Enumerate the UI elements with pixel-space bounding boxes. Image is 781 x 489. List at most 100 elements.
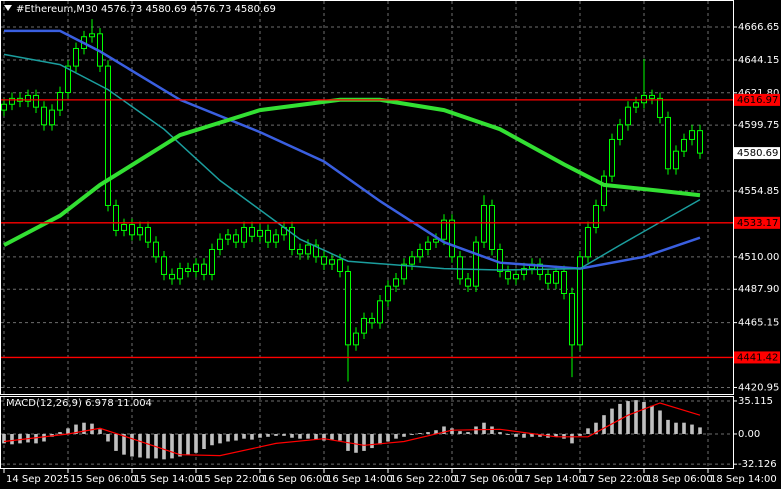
histogram-bar: [226, 433, 230, 442]
histogram-bar: [202, 433, 206, 450]
candle-body: [473, 241, 479, 287]
y-tick-label: 4554.85: [738, 186, 779, 197]
histogram-bar: [530, 433, 534, 437]
histogram-bar: [210, 433, 214, 446]
histogram-bar: [170, 433, 174, 459]
histogram-bar: [58, 432, 62, 434]
level-label-box: [734, 351, 780, 364]
histogram-bar: [34, 433, 38, 444]
candle-body: [233, 234, 239, 243]
histogram-bar: [594, 422, 598, 434]
candle-body: [609, 138, 615, 177]
candle-body: [433, 238, 439, 243]
candle-body: [353, 332, 359, 346]
y-tick-label: 35.115: [738, 396, 773, 407]
candle-body: [457, 256, 463, 280]
candle-body: [209, 248, 215, 275]
candle-body: [441, 219, 447, 240]
candle-body: [41, 106, 47, 126]
histogram-bar: [330, 433, 334, 440]
histogram-bar: [162, 433, 166, 460]
main-frame: [0, 0, 734, 395]
x-tick-label: 18 Sep 14:00: [710, 474, 777, 485]
candle-body: [641, 94, 647, 104]
histogram-bar: [482, 422, 486, 434]
histogram-bar: [138, 433, 142, 458]
histogram-bar: [610, 408, 614, 434]
histogram-bar: [250, 433, 254, 440]
candle-body: [217, 238, 223, 250]
candle-body: [33, 94, 39, 108]
candle-body: [313, 244, 319, 258]
menu-arrow[interactable]: [4, 5, 12, 11]
y-tick-label: 4599.75: [738, 120, 779, 131]
candle-body: [449, 219, 455, 258]
candle-body: [577, 256, 583, 346]
x-tick-label: 17 Sep 14:00: [518, 474, 585, 485]
histogram-bar: [194, 433, 198, 453]
histogram-bar: [450, 428, 454, 434]
histogram-bar: [402, 433, 406, 437]
candle-body: [25, 94, 31, 102]
level-label: 4441.42: [737, 352, 778, 363]
candle-body: [273, 234, 279, 243]
histogram-bar: [674, 422, 678, 434]
histogram-bar: [298, 433, 302, 439]
candle-body: [329, 259, 335, 265]
candle-body: [673, 150, 679, 170]
candle-body: [257, 229, 263, 237]
candle-body: [129, 224, 135, 236]
histogram-bar: [666, 419, 670, 434]
histogram-bar: [74, 424, 78, 434]
candle-body: [681, 138, 687, 152]
last-price-box: [734, 147, 780, 160]
histogram-bar: [690, 424, 694, 434]
histogram-bar: [106, 433, 110, 442]
candle-body: [9, 97, 15, 105]
x-tick-label: 14 Sep 2025: [6, 474, 69, 485]
histogram-bar: [466, 432, 470, 434]
candle-body: [657, 97, 663, 118]
histogram-bar: [218, 433, 222, 444]
histogram-bar: [274, 433, 278, 436]
candle-body: [89, 33, 95, 38]
candle-body: [105, 65, 111, 206]
level-label-box: [734, 93, 780, 106]
histogram-bar: [434, 430, 438, 434]
candle-body: [241, 226, 247, 243]
histogram-bar: [490, 426, 494, 434]
histogram-bar: [306, 433, 310, 439]
histogram-bar: [570, 433, 574, 444]
histogram-bar: [338, 433, 342, 441]
y-tick-label: 4420.95: [738, 382, 779, 393]
level-label: 4616.97: [737, 95, 778, 106]
histogram-bar: [314, 433, 318, 440]
histogram-bar: [410, 433, 414, 435]
candle-body: [297, 248, 303, 255]
histogram-bar: [698, 427, 702, 434]
histogram-bar: [626, 401, 630, 434]
candle-body: [505, 270, 511, 280]
candle-body: [345, 270, 351, 346]
y-tick-label: 4644.15: [738, 55, 779, 66]
candle-body: [369, 317, 375, 324]
candle-body: [249, 226, 255, 237]
last-price-label: 4580.69: [737, 148, 778, 159]
candle-body: [465, 278, 471, 287]
x-tick-label: 18 Sep 06:00: [646, 474, 713, 485]
histogram-bar: [122, 433, 126, 455]
histogram-bar: [586, 428, 590, 434]
y-tick-label: 4465.15: [738, 318, 779, 329]
candle-body: [321, 256, 327, 265]
chart-title: #Ethereum,M30 4576.73 4580.69 4576.73 45…: [16, 4, 276, 15]
candle-body: [377, 300, 383, 324]
histogram-bar: [682, 422, 686, 434]
candle-body: [665, 116, 671, 170]
candle-body: [569, 293, 575, 346]
histogram-bar: [418, 433, 422, 434]
candle-body: [193, 263, 199, 272]
candle-body: [265, 229, 271, 243]
x-tick-label: 15 Sep 06:00: [70, 474, 137, 485]
indicator-line: [4, 29, 701, 270]
histogram-bar: [506, 433, 510, 435]
